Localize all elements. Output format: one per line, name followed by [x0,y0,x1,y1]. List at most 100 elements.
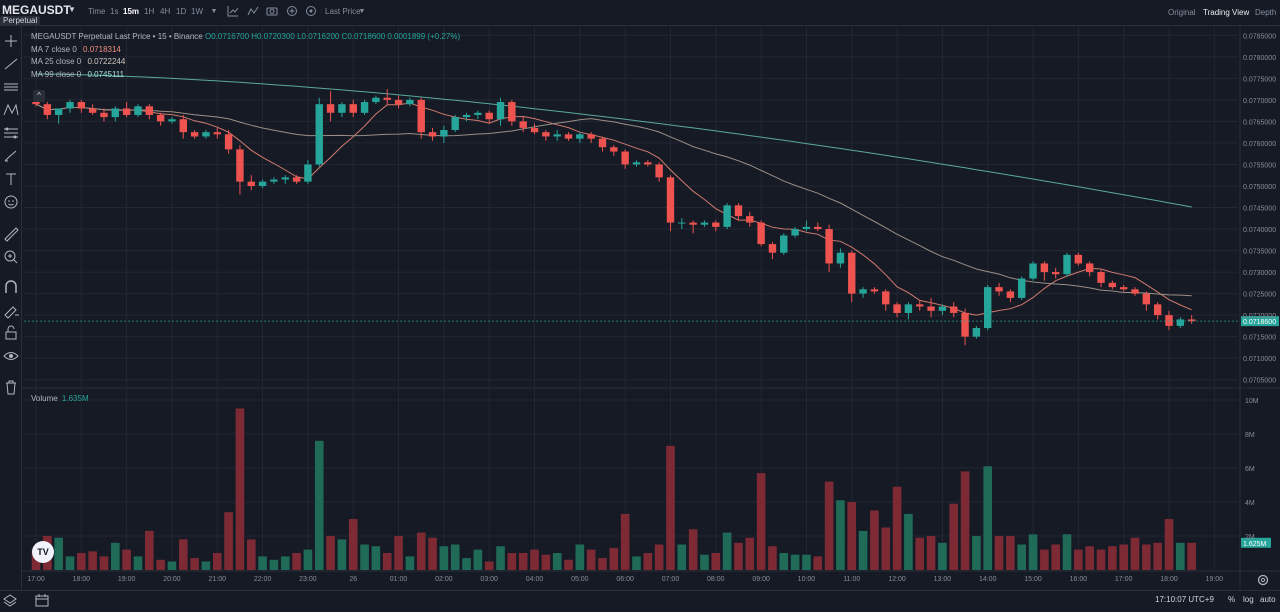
candle-body [984,287,992,329]
volume-bar [314,440,324,570]
volume-bar [326,536,335,570]
clock-utc[interactable]: 17:10:07 UTC+9 [1155,595,1214,604]
volume-bar [212,553,222,570]
price-tick-label: 0.0755000 [1243,162,1276,169]
horizontal-lines-icon[interactable] [1,78,21,96]
volume-bar [949,503,959,570]
volume-bar [337,539,347,570]
candle-body [746,216,754,223]
volume-bar [1017,544,1027,570]
interval-1s[interactable]: 1s [110,7,119,16]
volume-bar [246,539,256,570]
percent-toggle[interactable]: % [1228,595,1236,604]
chart-settings-gear-icon[interactable] [1256,573,1270,587]
ma99-label[interactable]: MA 99 close 0 [31,69,82,79]
calendar-icon[interactable] [34,593,50,607]
volume-bar [1108,546,1117,570]
tab-original[interactable]: Original [1168,8,1196,17]
brush-icon[interactable] [1,147,21,165]
auto-toggle[interactable]: auto [1260,595,1276,604]
candle-body [66,102,74,109]
volume-bar [847,502,857,570]
interval-1h[interactable]: 1H [144,7,155,16]
perpetual-badge: Perpetual [0,16,41,26]
camera-icon[interactable] [266,5,278,19]
candle-body [587,134,595,139]
volume-bar [938,542,947,570]
ruler-icon[interactable] [1,225,21,243]
interval-1d[interactable]: 1D [176,7,187,16]
time-tick-label: 09:00 [752,576,770,583]
candle-body [111,108,120,118]
candle-body [360,102,369,113]
chart-type-icon[interactable] [227,5,239,19]
price-tick-label: 0.0745000 [1243,206,1276,213]
magnet-icon[interactable] [1,278,21,296]
eye-icon[interactable] [1,347,21,365]
price-tick-label: 0.0730000 [1243,270,1276,277]
trash-icon[interactable] [1,378,21,396]
time-tick-label: 11:00 [843,576,860,583]
ma7-label[interactable]: MA 7 close 0 [31,44,77,54]
ma7-value: 0.0718314 [83,44,121,54]
volume-bar [518,553,528,570]
lock-drawing-icon[interactable] [1,301,21,319]
legend-ohlc: O0.0716700 H0.0720300 L0.0716200 C0.0718… [205,32,461,41]
tradingview-logo[interactable]: TV [32,541,54,563]
zoom-in-icon[interactable] [1,248,21,266]
volume-bar [292,553,301,570]
volume-value: 1.635M [61,394,89,403]
symbol-name[interactable]: MEGAUSDT [2,3,71,17]
emoji-icon[interactable] [1,193,21,211]
candle-body [927,306,935,311]
top-toolbar: MEGAUSDT ▼ Perpetual Time 1s 15m 1H 4H 1… [0,0,1280,26]
candle-body [440,130,448,137]
interval-15m[interactable]: 15m [123,7,140,16]
price-tick-label: 0.0725000 [1243,292,1276,299]
time-tick-label: 23:00 [299,576,317,583]
interval-4h[interactable]: 4H [160,7,171,16]
volume-bar [779,553,789,570]
candlestick-chart[interactable]: 0.0718600 1.625M 0.0785000 0.0780000 0.0775… [22,26,1280,590]
tab-trading-view[interactable]: Trading View [1203,8,1250,17]
tab-depth[interactable]: Depth [1255,8,1277,17]
pattern-tool-icon[interactable] [1,101,21,119]
indicators-icon[interactable] [247,5,259,19]
price-type-chevron-icon[interactable]: ▼ [358,8,366,15]
candle-body [1006,291,1015,298]
symbol-chevron-down-icon[interactable]: ▼ [68,5,76,14]
interval-1w[interactable]: 1W [191,7,203,16]
candle-body [859,289,867,294]
candle-body [100,112,108,118]
volume-bar [178,539,188,570]
fib-tool-icon[interactable] [1,124,21,142]
ma25-label[interactable]: MA 25 close 0 [31,57,82,66]
time-tick-label: 12:00 [888,576,906,583]
crosshair-icon[interactable] [1,32,21,50]
volume-bar [190,558,199,570]
replay-circle-icon[interactable] [305,5,317,19]
more-intervals-chevron-icon[interactable]: ▼ [210,8,218,15]
text-tool-icon[interactable] [1,170,21,188]
volume-bar [700,554,709,570]
collapse-legend-chevron-up-icon[interactable]: ^ [33,90,45,102]
candle-body [530,127,539,133]
volume-bar [960,471,970,570]
log-toggle[interactable]: log [1243,595,1254,604]
candle-body [156,114,165,122]
trend-line-icon[interactable] [1,55,21,73]
candle-body [292,177,301,182]
volume-tick-label: 6M [1245,466,1255,473]
layers-icon[interactable] [2,593,18,607]
price-type-select[interactable]: Last Price [325,7,361,16]
candle-body [950,306,958,313]
lock-icon[interactable] [1,324,21,342]
time-tick-label: 18:00 [73,576,91,583]
add-circle-icon[interactable] [286,5,298,19]
candle-body [88,108,97,113]
candle-body [564,134,573,139]
time-tick-label: 22:00 [254,576,272,583]
time-tick-label: 19:00 [1206,576,1224,583]
volume-tick-label: 4M [1245,500,1255,507]
interval-time[interactable]: Time [88,7,106,16]
